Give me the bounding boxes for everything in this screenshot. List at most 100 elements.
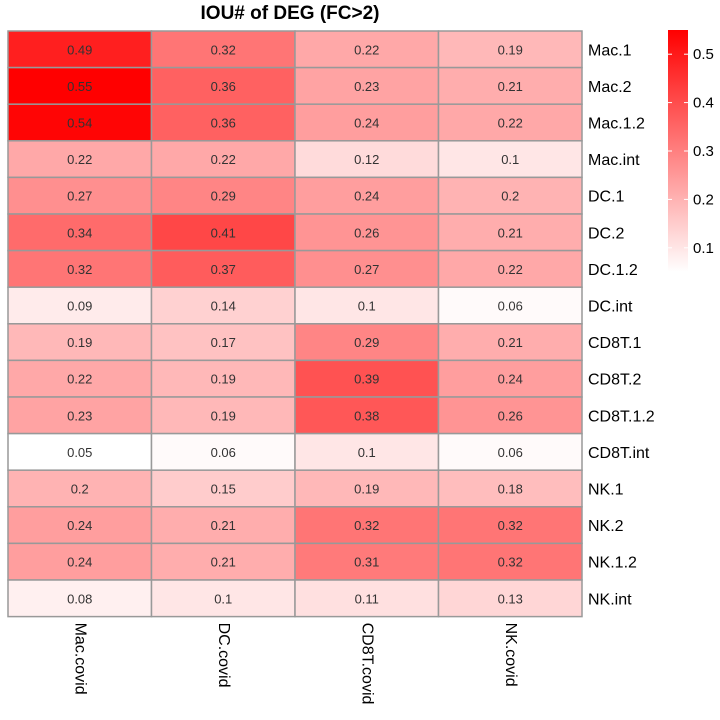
cell-value-label: 0.18 <box>498 482 523 497</box>
heatmap-cell-rect <box>294 176 440 215</box>
legend-ticks: 0.1 0.2 0.3 0.4 0.5 <box>668 46 714 257</box>
row-label: CD8T.int <box>588 445 650 462</box>
cell-value-label: 0.39 <box>354 372 379 387</box>
row-label: DC.1.2 <box>588 262 638 279</box>
heatmap-cell: 0.17 <box>150 323 296 362</box>
heatmap-cell-rect <box>7 432 153 471</box>
cell-value-label: 0.32 <box>211 42 236 57</box>
heatmap-cell: 0.32 <box>294 506 440 545</box>
heatmap-cell-rect <box>437 506 583 545</box>
cell-value-label: 0.41 <box>211 225 236 240</box>
heatmap-cell-rect <box>294 432 440 471</box>
heatmap-cell: 0.1 <box>294 432 440 471</box>
heatmap-cell-rect <box>150 469 296 508</box>
heatmap-cell-rect <box>7 286 153 325</box>
row-label: NK.1 <box>588 482 624 499</box>
chart-title: IOU# of DEG (FC>2) <box>201 3 380 24</box>
cell-value-label: 0.1 <box>501 152 519 167</box>
column-label: DC.covid <box>215 623 232 688</box>
cell-value-label: 0.06 <box>498 445 523 460</box>
heatmap-cell: 0.24 <box>7 506 153 545</box>
column-label: Mac.covid <box>71 623 88 695</box>
row-label: NK.int <box>588 591 632 608</box>
heatmap-cell: 0.23 <box>7 396 153 435</box>
cell-value-label: 0.06 <box>498 299 523 314</box>
heatmap-cell: 0.36 <box>150 66 296 105</box>
cell-value-label: 0.31 <box>354 555 379 570</box>
heatmap-cell: 0.26 <box>437 396 583 435</box>
heatmap-cell: 0.1 <box>294 286 440 325</box>
cell-value-label: 0.32 <box>354 518 379 533</box>
heatmap-cell-rect <box>7 469 153 508</box>
row-label: Mac.int <box>588 152 640 169</box>
heatmap-cell: 0.1 <box>437 140 583 179</box>
heatmap-cell: 0.19 <box>7 323 153 362</box>
heatmap-cell: 0.08 <box>7 579 153 618</box>
heatmap-cell-rect <box>150 579 296 618</box>
heatmap-cell: 0.22 <box>294 30 440 69</box>
cell-value-label: 0.1 <box>358 299 376 314</box>
cell-value-label: 0.27 <box>67 189 92 204</box>
cell-value-label: 0.08 <box>67 591 92 606</box>
legend-tick: 0.1 <box>668 240 714 257</box>
heatmap-cell-rect <box>7 176 153 215</box>
heatmap-cell: 0.29 <box>294 323 440 362</box>
cell-value-label: 0.49 <box>67 42 92 57</box>
heatmap-cell: 0.22 <box>150 140 296 179</box>
heatmap-cell: 0.24 <box>294 176 440 215</box>
heatmap-cell: 0.32 <box>437 542 583 581</box>
heatmap-cell: 0.31 <box>294 542 440 581</box>
row-label: NK.2 <box>588 518 624 535</box>
cell-value-label: 0.22 <box>354 42 379 57</box>
heatmap-cell: 0.27 <box>294 249 440 288</box>
column-label: CD8T.covid <box>358 623 375 705</box>
cell-value-label: 0.38 <box>354 408 379 423</box>
cell-value-label: 0.36 <box>211 79 236 94</box>
heatmap-cell: 0.06 <box>437 432 583 471</box>
heatmap-cell: 0.06 <box>437 286 583 325</box>
cell-value-label: 0.24 <box>354 189 379 204</box>
cell-value-label: 0.27 <box>354 262 379 277</box>
row-label: Mac.1 <box>588 42 632 59</box>
heatmap-cell-rect <box>294 542 440 581</box>
heatmap-cell: 0.19 <box>150 396 296 435</box>
heatmap-cell: 0.34 <box>7 213 153 252</box>
legend-tick: 0.5 <box>668 46 714 63</box>
heatmap-cell-rect <box>437 213 583 252</box>
cell-value-label: 0.54 <box>67 116 92 131</box>
heatmap-cell-rect <box>150 176 296 215</box>
cell-value-label: 0.06 <box>211 445 236 460</box>
heatmap-cell: 0.54 <box>7 103 153 142</box>
heatmap-cell: 0.41 <box>150 213 296 252</box>
heatmap-cell-rect <box>150 506 296 545</box>
heatmap-cell-rect <box>294 469 440 508</box>
legend-tick: 0.2 <box>668 191 714 208</box>
heatmap-cell: 0.49 <box>7 30 153 69</box>
heatmap-cell: 0.21 <box>437 66 583 105</box>
heatmap-cells: 0.49 0.32 0.22 0.19 0.55 0.36 0.23 0.21 0.54 0.36… <box>7 30 583 618</box>
heatmap-cell: 0.24 <box>294 103 440 142</box>
cell-value-label: 0.23 <box>67 408 92 423</box>
heatmap-cell-rect <box>437 30 583 69</box>
row-label: Mac.2 <box>588 79 632 96</box>
heatmap-cell-rect <box>437 432 583 471</box>
cell-value-label: 0.55 <box>67 79 92 94</box>
cell-value-label: 0.29 <box>354 335 379 350</box>
heatmap-cell-rect <box>294 213 440 252</box>
cell-value-label: 0.22 <box>67 152 92 167</box>
heatmap-cell: 0.19 <box>437 30 583 69</box>
legend-tick: 0.4 <box>668 95 714 112</box>
heatmap-cell: 0.32 <box>437 506 583 545</box>
heatmap-cell: 0.12 <box>294 140 440 179</box>
cell-value-label: 0.15 <box>211 482 236 497</box>
heatmap-cell-rect <box>150 103 296 142</box>
heatmap-cell-rect <box>437 176 583 215</box>
cell-value-label: 0.21 <box>498 335 523 350</box>
heatmap-cell: 0.21 <box>150 542 296 581</box>
heatmap-cell-rect <box>437 323 583 362</box>
row-label: DC.int <box>588 299 633 316</box>
column-label: NK.covid <box>502 623 519 687</box>
heatmap-cell: 0.22 <box>7 140 153 179</box>
cell-value-label: 0.21 <box>211 518 236 533</box>
